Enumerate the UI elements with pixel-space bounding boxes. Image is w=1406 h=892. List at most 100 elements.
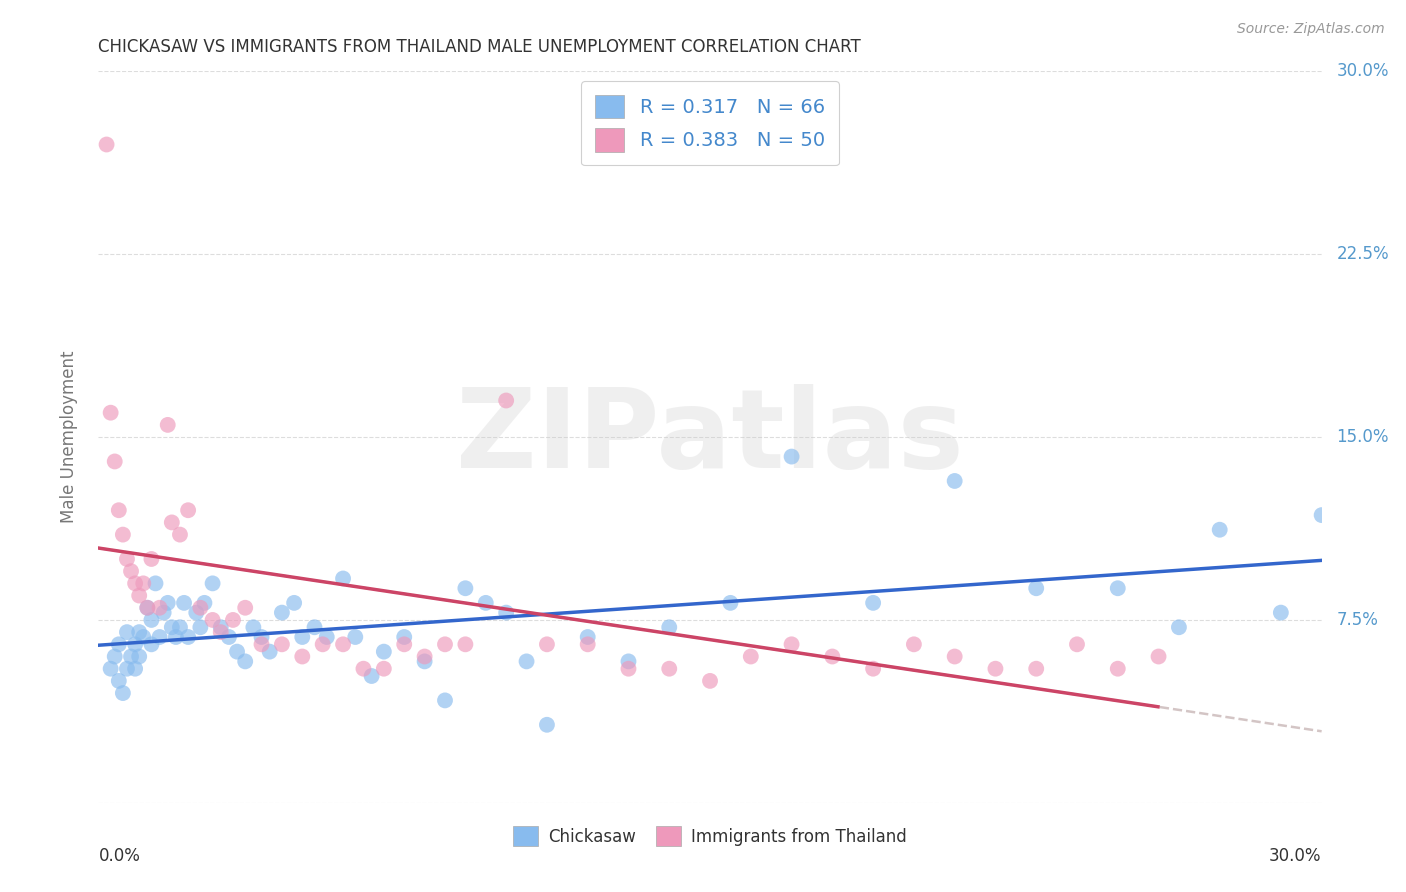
Legend: Chickasaw, Immigrants from Thailand: Chickasaw, Immigrants from Thailand <box>506 820 914 853</box>
Point <box>160 516 183 530</box>
Point <box>821 649 844 664</box>
Point <box>250 630 273 644</box>
Point <box>104 454 127 468</box>
Point <box>780 637 803 651</box>
Point <box>169 527 191 541</box>
Point <box>120 649 142 664</box>
Point <box>141 637 163 651</box>
Point <box>100 662 122 676</box>
Point <box>1209 523 1232 537</box>
Point <box>177 630 200 644</box>
Point <box>111 527 134 541</box>
Point <box>156 417 179 432</box>
Point <box>332 637 354 651</box>
Point <box>740 649 762 664</box>
Text: CHICKASAW VS IMMIGRANTS FROM THAILAND MALE UNEMPLOYMENT CORRELATION CHART: CHICKASAW VS IMMIGRANTS FROM THAILAND MA… <box>98 38 860 56</box>
Point <box>160 620 183 634</box>
Point <box>474 596 498 610</box>
Point <box>1167 620 1189 634</box>
Point <box>136 600 159 615</box>
Point <box>111 686 134 700</box>
Point <box>576 637 599 651</box>
Point <box>141 552 163 566</box>
Point <box>149 600 172 615</box>
Point <box>149 630 172 644</box>
Point <box>413 649 436 664</box>
Point <box>156 596 179 610</box>
Point <box>250 637 273 651</box>
Point <box>115 552 138 566</box>
Point <box>304 620 326 634</box>
Point <box>201 576 224 591</box>
Point <box>495 606 517 620</box>
Point <box>434 637 457 651</box>
Point <box>516 654 538 668</box>
Point <box>186 606 208 620</box>
Point <box>718 596 742 610</box>
Point <box>1147 649 1170 664</box>
Point <box>315 630 337 644</box>
Point <box>165 630 187 644</box>
Point <box>536 637 558 651</box>
Point <box>108 673 131 688</box>
Point <box>454 581 477 595</box>
Point <box>115 625 138 640</box>
Point <box>392 637 416 651</box>
Point <box>128 589 150 603</box>
Point <box>270 637 294 651</box>
Point <box>373 662 395 676</box>
Point <box>434 693 457 707</box>
Text: 30.0%: 30.0% <box>1270 847 1322 864</box>
Point <box>108 503 131 517</box>
Point <box>373 645 395 659</box>
Point <box>699 673 721 688</box>
Point <box>188 620 212 634</box>
Point <box>780 450 803 464</box>
Point <box>617 662 640 676</box>
Point <box>226 645 249 659</box>
Point <box>984 662 1007 676</box>
Point <box>1066 637 1088 651</box>
Text: 0.0%: 0.0% <box>98 847 141 864</box>
Text: Source: ZipAtlas.com: Source: ZipAtlas.com <box>1237 22 1385 37</box>
Point <box>193 596 215 610</box>
Point <box>344 630 367 644</box>
Point <box>413 654 436 668</box>
Point <box>108 637 131 651</box>
Point <box>576 630 599 644</box>
Point <box>862 662 884 676</box>
Point <box>495 393 517 408</box>
Y-axis label: Male Unemployment: Male Unemployment <box>59 351 77 524</box>
Point <box>120 564 142 578</box>
Point <box>115 662 138 676</box>
Point <box>128 649 150 664</box>
Point <box>1107 662 1129 676</box>
Point <box>536 718 558 732</box>
Point <box>209 620 232 634</box>
Point <box>188 600 212 615</box>
Point <box>233 654 256 668</box>
Point <box>132 576 155 591</box>
Text: 30.0%: 30.0% <box>1336 62 1389 80</box>
Point <box>124 637 146 651</box>
Point <box>943 649 966 664</box>
Point <box>218 630 240 644</box>
Point <box>291 649 314 664</box>
Point <box>1025 662 1047 676</box>
Point <box>392 630 416 644</box>
Text: 22.5%: 22.5% <box>1336 245 1389 263</box>
Point <box>352 662 374 676</box>
Point <box>124 576 146 591</box>
Point <box>903 637 925 651</box>
Point <box>173 596 195 610</box>
Text: 7.5%: 7.5% <box>1336 611 1378 629</box>
Point <box>283 596 305 610</box>
Point <box>169 620 191 634</box>
Point <box>201 613 224 627</box>
Point <box>132 630 155 644</box>
Point <box>312 637 335 651</box>
Point <box>233 600 256 615</box>
Point <box>124 662 146 676</box>
Point <box>454 637 477 651</box>
Point <box>177 503 200 517</box>
